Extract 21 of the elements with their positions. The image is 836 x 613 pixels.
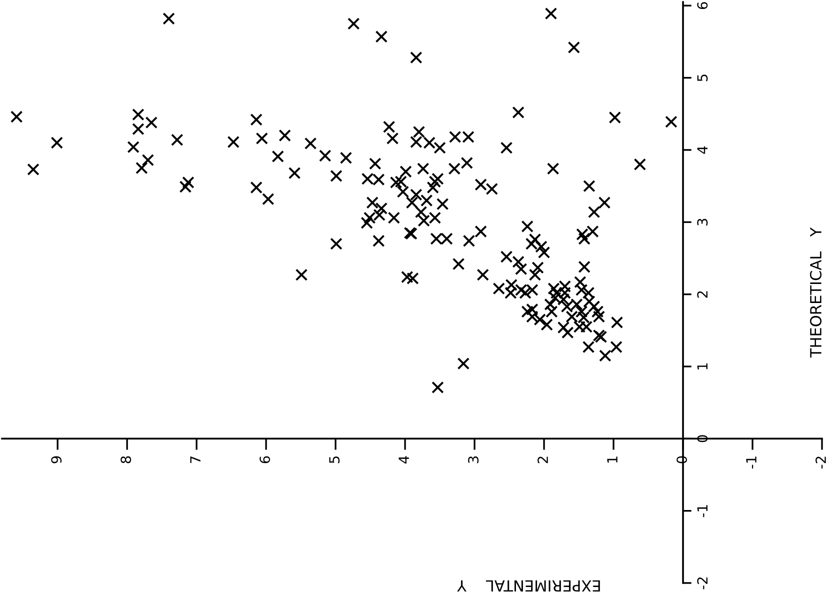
x-tick-label: 1 xyxy=(607,456,618,463)
x-tick-label: 4 xyxy=(398,456,409,464)
y-tick-label: -2 xyxy=(697,577,708,590)
x-tick-label: -1 xyxy=(746,456,756,468)
x-tick-label: 7 xyxy=(190,456,200,464)
y-axis-title: THEORETICAL Y xyxy=(810,227,822,358)
x-tick-label: 9 xyxy=(51,456,62,464)
x-tick-label: -2 xyxy=(816,456,826,468)
x-tick-label: 3 xyxy=(468,456,479,464)
y-tick-label: 1 xyxy=(697,363,708,370)
y-tick-label: 2 xyxy=(697,291,708,298)
y-tick-label: 6 xyxy=(697,2,708,10)
y-tick-label: 5 xyxy=(697,74,708,82)
y-tick-label: 3 xyxy=(697,218,708,226)
y-tick-label: 4 xyxy=(697,146,708,154)
y-tick-label: -1 xyxy=(697,505,708,518)
x-axis-title: EXPERIMENTAL Y xyxy=(457,580,600,592)
x-tick-label: 6 xyxy=(260,456,270,464)
x-tick-label: 5 xyxy=(329,456,340,464)
x-tick-label: 2 xyxy=(538,456,548,464)
x-tick-label: 8 xyxy=(120,456,132,464)
